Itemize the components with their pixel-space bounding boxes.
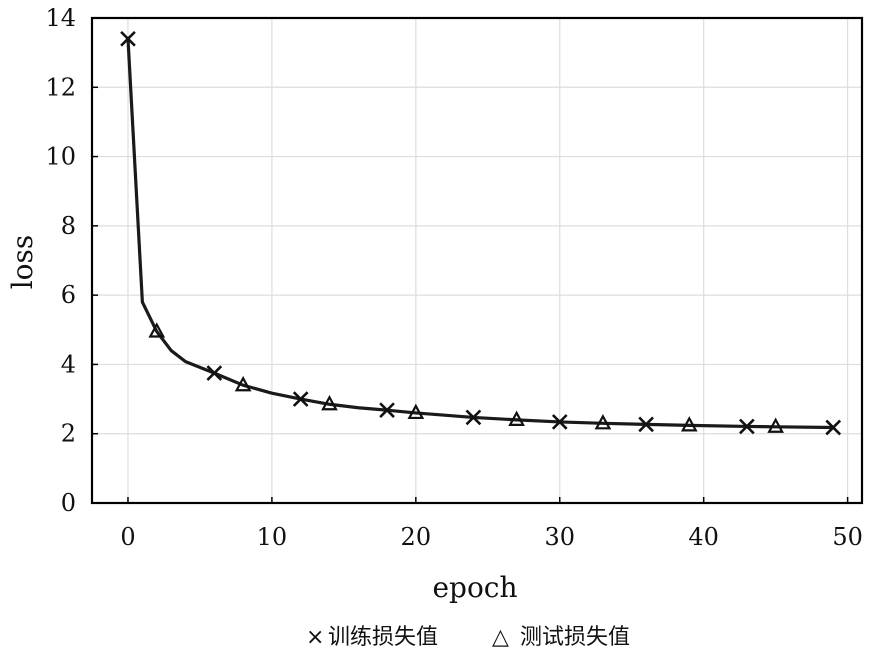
y-tick-label: 4	[61, 350, 76, 378]
x-tick-label: 50	[832, 523, 863, 551]
y-tick-label: 8	[61, 212, 76, 240]
y-tick-label: 6	[61, 281, 76, 309]
test-loss-marker	[680, 416, 698, 432]
train-loss-marker	[638, 416, 654, 433]
plot-frame	[90, 16, 864, 505]
x-tick-label: 40	[688, 523, 719, 551]
x-tick-label: 30	[544, 523, 575, 551]
y-tick-label: 0	[61, 489, 76, 517]
train-loss-marker	[120, 30, 136, 47]
loss-curve-line	[126, 37, 835, 430]
test-loss-marker	[508, 410, 525, 426]
test-loss-marker	[594, 414, 612, 430]
train-loss-marker	[551, 414, 568, 430]
legend: × 训练损失值 △ 测试损失值	[306, 625, 630, 650]
y-tick-label: 12	[45, 73, 76, 101]
test-loss-marker	[321, 394, 338, 411]
grid-lines	[92, 17, 862, 504]
test-loss-marker	[148, 322, 166, 338]
y-tick-label: 2	[61, 420, 76, 448]
train-loss-marker	[206, 365, 223, 381]
x-tick-label: 0	[120, 523, 135, 551]
legend-train-symbol: ×	[306, 625, 324, 650]
train-loss-marker	[292, 391, 309, 407]
test-loss-marker	[407, 403, 425, 420]
x-tick-label: 20	[401, 523, 432, 551]
legend-test-symbol: △	[492, 625, 509, 650]
x-tick-label: 10	[257, 523, 288, 551]
loss-curve	[126, 37, 835, 430]
series-markers	[120, 30, 842, 436]
y-tick-label: 14	[45, 4, 76, 32]
train-loss-marker	[465, 409, 482, 426]
axis-ticks: 0 10 20 30 40 50 0 2 4 6 8 10 12 14	[45, 4, 862, 551]
x-axis-label: epoch	[432, 571, 517, 604]
plot-border	[90, 16, 864, 505]
test-loss-marker	[234, 375, 252, 392]
train-loss-marker	[825, 419, 842, 436]
train-loss-marker	[379, 402, 395, 418]
legend-train-label: 训练损失值	[328, 625, 438, 650]
y-axis-label: loss	[6, 235, 39, 290]
train-loss-marker	[739, 418, 755, 435]
legend-test-label: 测试损失值	[520, 625, 630, 650]
y-tick-label: 10	[45, 143, 76, 171]
test-loss-marker	[767, 417, 784, 433]
